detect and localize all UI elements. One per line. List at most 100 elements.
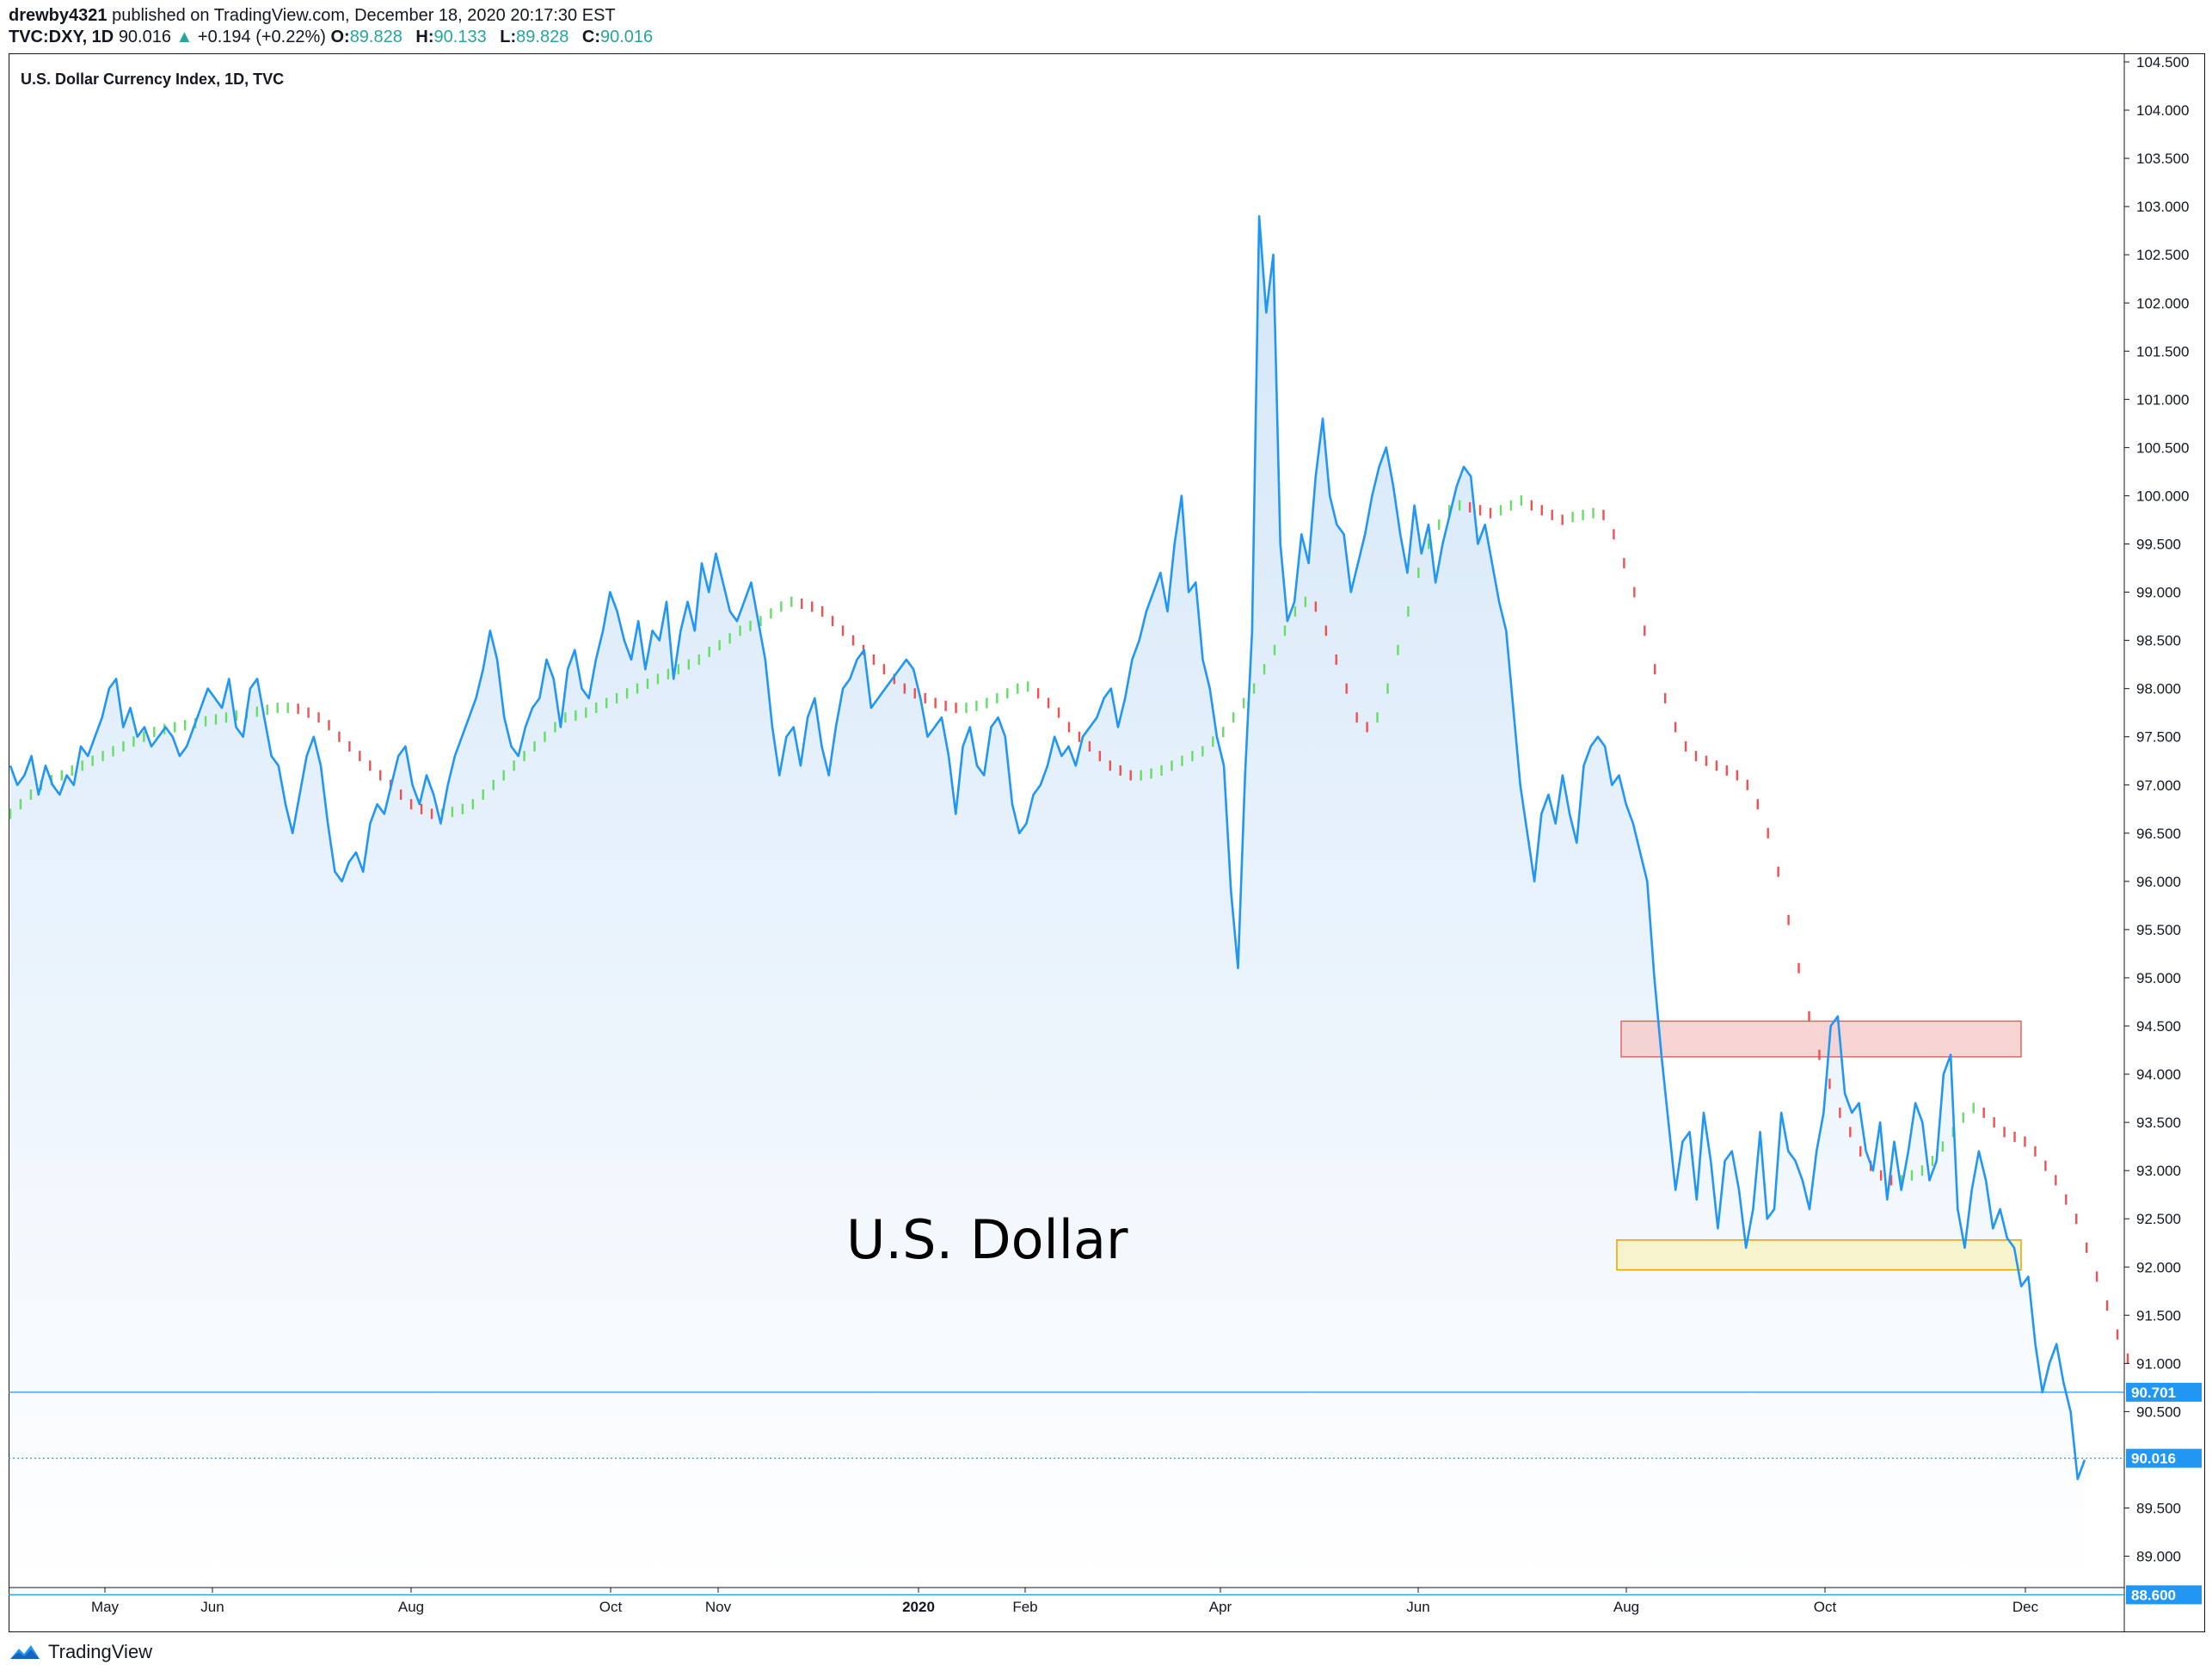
- x-tick-label: Jun: [1406, 1599, 1429, 1615]
- indicator-dot: [1293, 605, 1297, 617]
- indicator-dot: [697, 654, 700, 666]
- indicator-dot: [214, 714, 218, 725]
- indicator-dot: [1109, 760, 1112, 771]
- y-tick-label: 92.000: [2136, 1259, 2181, 1275]
- y-tick-label: 99.500: [2136, 537, 2181, 553]
- indicator-dot: [338, 731, 341, 742]
- y-tick-label: 93.500: [2136, 1115, 2181, 1131]
- indicator-dot: [1386, 683, 1389, 694]
- indicator-dot: [1623, 557, 1625, 568]
- indicator-dot: [1725, 765, 1729, 776]
- y-tick-label: 104.500: [2136, 54, 2189, 71]
- indicator-dot: [2024, 1136, 2026, 1147]
- indicator-dot: [420, 803, 423, 814]
- indicator-dot: [1232, 712, 1235, 723]
- indicator-dot: [81, 760, 83, 771]
- indicator-dot: [153, 727, 156, 738]
- indicator-dot: [379, 770, 382, 781]
- indicator-dot: [430, 808, 433, 820]
- indicator-dot: [1222, 727, 1225, 738]
- indicator-dot: [1088, 740, 1091, 752]
- indicator-dot: [1478, 505, 1482, 516]
- indicator-dot: [955, 703, 957, 714]
- indicator-dot: [1767, 827, 1769, 838]
- low-label: L:: [500, 28, 517, 46]
- indicator-dot: [575, 710, 577, 722]
- indicator-dot: [1201, 746, 1204, 757]
- indicator-dot: [2105, 1300, 2109, 1312]
- up-arrow-icon: ▲: [175, 28, 194, 46]
- resistance-zone-box: [1620, 1020, 2022, 1058]
- indicator-dot: [1006, 688, 1009, 699]
- indicator-dot: [2003, 1127, 2006, 1138]
- indicator-dot: [1283, 625, 1287, 636]
- close-label: C:: [581, 28, 600, 46]
- last-price: 90.016: [118, 28, 171, 46]
- x-tick-label: Dec: [2012, 1599, 2039, 1615]
- indicator-dot: [1057, 707, 1060, 718]
- indicator-dot: [1540, 505, 1543, 516]
- indicator-dot: [266, 704, 268, 716]
- y-tick-label: 104.000: [2136, 102, 2189, 119]
- indicator-dot: [1951, 1127, 1955, 1138]
- indicator-dot: [1839, 1107, 1841, 1118]
- indicator-dot: [2013, 1131, 2016, 1142]
- x-tick-label: Nov: [705, 1599, 732, 1615]
- indicator-dot: [585, 707, 587, 718]
- y-tick-label: 101.500: [2136, 343, 2189, 359]
- y-tick-label: 103.000: [2136, 199, 2189, 215]
- indicator-dot: [1787, 914, 1790, 925]
- indicator-dot: [1098, 751, 1102, 762]
- indicator-dot: [1684, 740, 1687, 752]
- indicator-dot: [328, 720, 330, 731]
- indicator-dot: [718, 640, 721, 651]
- indicator-dot: [1962, 1112, 1964, 1123]
- y-tick-label: 93.000: [2136, 1163, 2181, 1179]
- indicator-dot: [1808, 1010, 1810, 1022]
- indicator-dot: [2065, 1194, 2068, 1205]
- symbol-label: TVC:DXY, 1D: [9, 28, 114, 46]
- indicator-dot: [1458, 500, 1461, 511]
- high-value: 90.133: [433, 28, 487, 46]
- y-tick-label: 102.500: [2136, 247, 2189, 263]
- indicator-dot: [1335, 654, 1337, 666]
- indicator-dot: [1530, 500, 1533, 511]
- indicator-dot: [1314, 601, 1318, 612]
- indicator-dot: [2095, 1271, 2098, 1282]
- indicator-dot: [1366, 722, 1368, 733]
- author-name[interactable]: drewby4321: [9, 6, 108, 25]
- indicator-dot: [1160, 765, 1163, 776]
- indicator-dot: [708, 647, 710, 658]
- indicator-dot: [790, 596, 793, 607]
- indicator-dot: [1376, 712, 1379, 723]
- indicator-dot: [307, 707, 310, 718]
- indicator-dot: [625, 688, 629, 699]
- indicator-dots: [9, 495, 2129, 1364]
- indicator-dot: [451, 807, 454, 818]
- indicator-dot: [1181, 755, 1183, 766]
- indicator-dot: [1746, 779, 1748, 790]
- y-tick-label: 94.000: [2136, 1066, 2181, 1083]
- indicator-dot: [1448, 505, 1451, 516]
- price-change: +0.194 (+0.22%): [197, 28, 326, 46]
- indicator-dot: [183, 720, 187, 731]
- indicator-dot: [1900, 1175, 1903, 1186]
- tradingview-brand[interactable]: TradingView: [9, 1641, 152, 1663]
- y-tick-label: 96.000: [2136, 874, 2181, 890]
- y-tick-label: 98.500: [2136, 633, 2181, 649]
- indicator-dot: [1654, 664, 1656, 675]
- y-tick-label: 89.000: [2136, 1549, 2181, 1565]
- indicator-dot: [2044, 1160, 2047, 1171]
- ohlc-legend: TVC:DXY, 1D 90.016 ▲ +0.194 (+0.22%) O:8…: [9, 27, 661, 47]
- price-label-box: [2126, 1585, 2202, 1605]
- indicator-dot: [564, 712, 567, 723]
- publish-text: published on TradingView.com, December 1…: [112, 6, 616, 25]
- indicator-dot: [399, 789, 402, 800]
- publish-info: drewby4321 published on TradingView.com,…: [9, 5, 616, 26]
- indicator-dot: [1509, 500, 1513, 511]
- indicator-dot: [1324, 625, 1327, 636]
- indicator-dot: [369, 760, 372, 771]
- tradingview-logo-icon: [10, 1645, 40, 1659]
- indicator-dot: [1191, 751, 1194, 762]
